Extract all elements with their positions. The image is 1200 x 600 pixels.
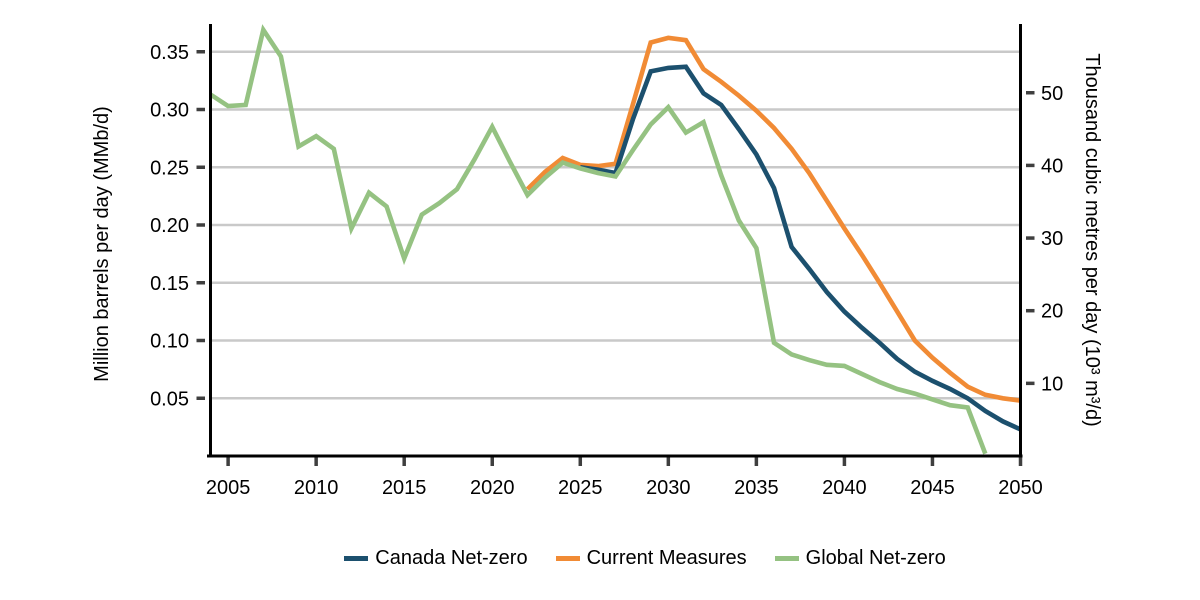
right-axis-title: Thousand cubic metres per day (10³ m³/d) — [1081, 53, 1103, 427]
legend: Canada Net-zero Current Measures Global … — [45, 543, 1200, 573]
right-axis-tick-label: 50 — [1041, 83, 1063, 105]
series-line-current-measures — [525, 35, 1021, 403]
legend-swatch-global-net-zero — [774, 555, 799, 561]
x-axis-tick-label: 2050 — [998, 477, 1043, 499]
legend-label-canada-net-zero: Canada Net-zero — [375, 546, 528, 569]
right-axis-tick-label: 20 — [1041, 301, 1063, 323]
x-axis-tick-label: 2020 — [470, 477, 515, 499]
left-axis-tick-label: 0.15 — [150, 273, 189, 295]
right-axis-tick-label: 10 — [1041, 373, 1063, 395]
left-axis-tick-label: 0.25 — [150, 157, 189, 179]
legend-item-current-measures: Current Measures — [555, 546, 747, 570]
x-axis-tick-label: 2030 — [646, 477, 691, 499]
left-axis-title: Million barrels per day (MMb/d) — [91, 106, 113, 382]
x-axis-tick-label: 2015 — [382, 477, 427, 499]
x-axis-tick-label: 2045 — [910, 477, 955, 499]
right-axis-tick-label: 30 — [1041, 228, 1063, 250]
left-axis-tick-label: 0.30 — [150, 100, 189, 122]
legend-label-current-measures: Current Measures — [586, 546, 747, 569]
legend-item-global-net-zero: Global Net-zero — [774, 546, 946, 570]
x-axis-tick-label: 2025 — [558, 477, 603, 499]
x-axis-tick-label: 2035 — [734, 477, 779, 499]
left-axis-tick-label: 0.05 — [150, 388, 189, 410]
left-axis-tick-label: 0.20 — [150, 215, 189, 237]
series-line-global-net-zero — [209, 24, 988, 455]
right-axis-tick-label: 40 — [1041, 155, 1063, 177]
x-axis-tick-label: 2040 — [822, 477, 867, 499]
series-line-canada-net-zero — [580, 64, 1022, 432]
legend-swatch-current-measures — [555, 555, 580, 561]
left-axis-tick-label: 0.35 — [150, 42, 189, 64]
x-axis-tick-label: 2010 — [294, 477, 339, 499]
x-axis-tick-label: 2005 — [206, 477, 251, 499]
legend-label-global-net-zero: Global Net-zero — [805, 546, 946, 569]
legend-item-canada-net-zero: Canada Net-zero — [344, 546, 528, 570]
legend-swatch-canada-net-zero — [344, 555, 369, 561]
left-axis-tick-label: 0.10 — [150, 331, 189, 353]
